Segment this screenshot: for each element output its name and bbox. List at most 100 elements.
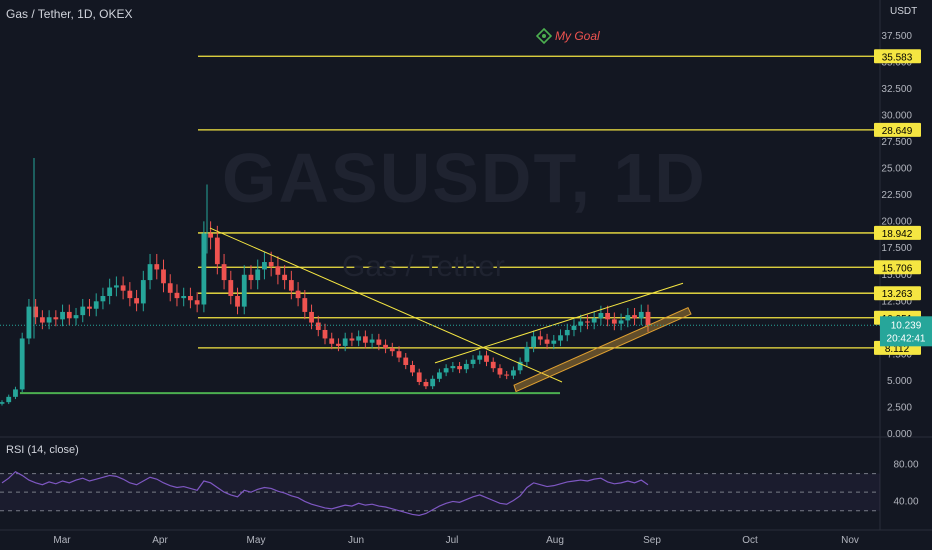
candle-body — [585, 321, 590, 323]
target-icon — [536, 28, 552, 44]
candle-body — [322, 329, 328, 339]
price-tick-label: 0.000 — [887, 429, 912, 440]
candle-body — [201, 233, 207, 305]
candle-body — [537, 336, 543, 340]
time-axis-label: Jun — [348, 535, 364, 546]
candle-body — [638, 311, 644, 319]
candle-body — [26, 306, 32, 339]
level-price-tag — [874, 225, 921, 240]
rsi-line — [1, 470, 649, 516]
candle-body — [87, 306, 92, 309]
candle-body — [403, 357, 409, 365]
candle-body — [497, 368, 503, 375]
candle-body — [329, 338, 335, 344]
rsi-tick-label: 40.00 — [893, 496, 918, 507]
candle-body — [591, 318, 597, 323]
candle-body — [544, 339, 550, 344]
current-price-label: 10.239 — [891, 320, 922, 331]
level-price-label: 8.112 — [885, 344, 910, 355]
rsi-title: RSI (14, close) — [6, 444, 79, 456]
candle-body — [0, 402, 5, 404]
candle-body — [463, 363, 469, 370]
candle-body — [93, 301, 99, 309]
current-price-tag — [880, 316, 932, 347]
candle-body — [13, 389, 18, 397]
candle-body — [315, 322, 321, 330]
currency-label: USDT — [890, 6, 918, 17]
level-price-label: 35.583 — [882, 52, 913, 63]
descending-trendline[interactable] — [209, 227, 563, 383]
level-price-label: 28.649 — [882, 126, 913, 137]
candle-body — [625, 315, 631, 321]
time-axis-label: Sep — [643, 535, 661, 546]
candle-body — [181, 296, 187, 299]
time-axis-label: Jul — [446, 535, 459, 546]
candle-body — [416, 372, 422, 382]
candle-body — [457, 366, 462, 370]
candle-body — [443, 368, 449, 373]
candle-body — [436, 372, 442, 379]
price-tick-label: 5.000 — [887, 376, 912, 387]
candle-body — [450, 366, 456, 369]
chart-title: Gas / Tether, 1D, OKEX — [6, 7, 133, 21]
candle-body — [19, 338, 25, 390]
candle-body — [564, 329, 570, 336]
candle-body — [342, 338, 348, 346]
price-tick-label: 30.000 — [881, 111, 912, 122]
candle-body — [551, 340, 557, 344]
candle-body — [107, 287, 113, 296]
goal-annotation[interactable]: My Goal — [536, 28, 600, 44]
candle-body — [295, 290, 301, 299]
candle-body — [484, 355, 489, 362]
candle-body — [356, 336, 362, 341]
candle-body — [268, 262, 274, 267]
candle-body — [127, 290, 133, 299]
ascending-channel[interactable] — [513, 307, 692, 393]
candle-body — [46, 317, 52, 323]
candle-body — [349, 338, 355, 341]
price-tick-label: 25.000 — [881, 164, 912, 175]
level-price-tag — [874, 122, 921, 137]
time-axis-label: Apr — [152, 535, 168, 546]
candle-body — [73, 315, 79, 319]
candle-body — [524, 346, 530, 362]
level-price-tag — [874, 49, 921, 64]
candle-body — [376, 339, 382, 345]
rsi-tick-label: 80.00 — [893, 459, 918, 470]
candle-body — [511, 370, 516, 376]
candle-body — [262, 262, 267, 270]
candle-body — [221, 264, 227, 281]
level-price-tag — [874, 260, 921, 275]
candle-body — [147, 264, 153, 281]
candle-body — [477, 355, 483, 360]
candle-body — [632, 315, 637, 319]
candle-body — [100, 296, 106, 302]
time-axis-label: Mar — [53, 535, 71, 546]
price-tick-label: 17.500 — [881, 243, 912, 254]
candle-body — [167, 283, 173, 293]
candle-body — [208, 233, 214, 238]
level-price-label: 15.706 — [882, 263, 913, 274]
candle-body — [60, 311, 65, 320]
candle-body — [241, 274, 247, 307]
candle-body — [113, 285, 119, 288]
candle-body — [611, 319, 617, 324]
candle-body — [248, 274, 254, 281]
candle-body — [140, 280, 146, 304]
candle-body — [389, 348, 395, 352]
candle-body — [336, 343, 341, 346]
candle-body — [383, 344, 388, 349]
candle-body — [255, 269, 261, 281]
candle-body — [282, 274, 288, 281]
candle-body — [645, 311, 651, 326]
level-price-label: 18.942 — [882, 229, 913, 240]
candle-body — [430, 378, 436, 387]
price-tick-label: 22.500 — [881, 190, 912, 201]
price-tick-label: 12.500 — [881, 296, 912, 307]
ascending-resistance-line[interactable] — [434, 282, 684, 364]
price-tick-label: 20.000 — [881, 217, 912, 228]
time-axis-label: Oct — [742, 535, 758, 546]
candle-body — [470, 359, 476, 364]
candle-body — [410, 365, 415, 373]
